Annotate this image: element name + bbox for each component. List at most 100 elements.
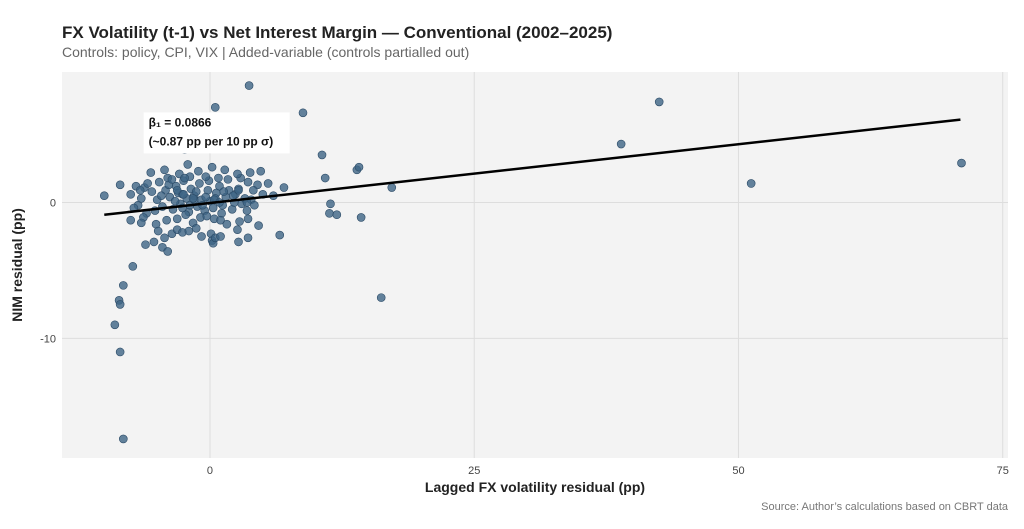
data-point <box>136 218 146 228</box>
data-point <box>387 183 397 192</box>
data-point <box>162 215 171 225</box>
data-point <box>147 187 157 196</box>
data-point <box>275 230 285 240</box>
data-point <box>146 168 156 177</box>
data-point <box>243 214 253 224</box>
regression-line-group <box>104 118 961 216</box>
data-point <box>245 168 255 177</box>
y-tick-label: 0 <box>50 197 56 209</box>
x-tick-label: 75 <box>997 465 1009 477</box>
chart-subtitle: Controls: policy, CPI, VIX | Added-varia… <box>62 44 469 60</box>
data-point <box>197 232 206 241</box>
data-point <box>126 190 136 199</box>
data-point <box>654 97 664 107</box>
y-tick-label: -10 <box>40 333 56 345</box>
annotation-effect: (~0.87 pp per 10 pp σ) <box>149 134 274 148</box>
data-point <box>243 177 253 187</box>
data-point <box>256 166 266 176</box>
data-point <box>233 169 242 179</box>
data-point <box>317 150 327 160</box>
data-point <box>180 173 189 183</box>
x-tick-label: 25 <box>468 465 480 477</box>
data-point <box>616 139 626 149</box>
data-point <box>207 162 217 172</box>
x-axis-label: Lagged FX volatility residual (pp) <box>425 479 645 495</box>
data-point <box>149 237 159 247</box>
data-point <box>184 226 194 236</box>
data-point <box>320 173 330 183</box>
data-point <box>163 247 172 256</box>
data-point <box>243 233 253 243</box>
data-point <box>201 192 211 202</box>
chart-title: FX Volatility (t-1) vs Net Interest Marg… <box>62 23 612 42</box>
data-point <box>244 81 254 90</box>
data-point <box>222 219 232 229</box>
data-point <box>115 347 125 357</box>
data-point <box>119 281 128 290</box>
data-point <box>354 162 364 172</box>
annotation-box <box>143 112 290 154</box>
x-tick-label: 0 <box>207 465 213 477</box>
data-point <box>167 175 177 184</box>
data-point <box>326 199 335 209</box>
data-point <box>136 194 146 203</box>
data-point <box>201 172 211 181</box>
data-point <box>235 217 244 226</box>
data-point <box>746 179 756 188</box>
data-point <box>223 175 233 184</box>
data-point <box>172 214 182 224</box>
data-point <box>172 185 182 195</box>
annotation-beta: β₁ = 0.0866 <box>149 115 212 129</box>
data-point <box>298 108 308 118</box>
data-point <box>157 191 166 200</box>
data-point <box>957 158 966 168</box>
data-point <box>279 183 289 192</box>
data-point <box>220 165 230 175</box>
data-point <box>191 224 201 233</box>
data-point <box>249 185 258 195</box>
data-point <box>160 165 169 175</box>
regression-line <box>104 118 961 216</box>
data-point <box>214 173 223 183</box>
data-point <box>216 232 225 241</box>
data-point <box>183 160 193 169</box>
axis-ticks: 0 25 50 75 -10 0 <box>40 197 1009 477</box>
data-point <box>160 233 169 243</box>
scatter-points <box>99 81 966 444</box>
data-point <box>210 103 220 112</box>
data-point <box>376 293 386 302</box>
data-point <box>194 166 203 176</box>
data-point <box>242 206 252 215</box>
data-point <box>202 211 212 221</box>
data-point <box>195 179 204 188</box>
data-point <box>234 237 243 247</box>
data-point <box>110 320 120 330</box>
data-point <box>219 187 229 196</box>
data-point <box>188 194 198 203</box>
data-point <box>170 196 180 206</box>
data-point <box>141 240 150 249</box>
data-point <box>233 225 242 234</box>
data-point <box>126 215 136 225</box>
data-point <box>153 226 163 236</box>
data-point <box>250 200 259 210</box>
y-axis-label: NIM residual (pp) <box>9 208 25 322</box>
data-point <box>179 190 188 199</box>
data-point <box>119 434 128 444</box>
data-point <box>143 179 152 188</box>
source-caption: Source: Author’s calculations based on C… <box>761 501 1009 513</box>
data-point <box>135 185 145 195</box>
x-tick-label: 50 <box>732 465 744 477</box>
data-point <box>263 179 273 188</box>
data-point <box>208 203 218 213</box>
data-point <box>115 300 125 309</box>
annotation: β₁ = 0.0866 (~0.87 pp per 10 pp σ) <box>143 112 290 154</box>
data-point <box>128 262 138 271</box>
data-point <box>234 185 243 195</box>
data-point <box>154 177 164 187</box>
data-point <box>356 213 366 222</box>
data-point <box>216 215 225 225</box>
data-point <box>99 191 109 200</box>
data-point <box>325 209 334 218</box>
